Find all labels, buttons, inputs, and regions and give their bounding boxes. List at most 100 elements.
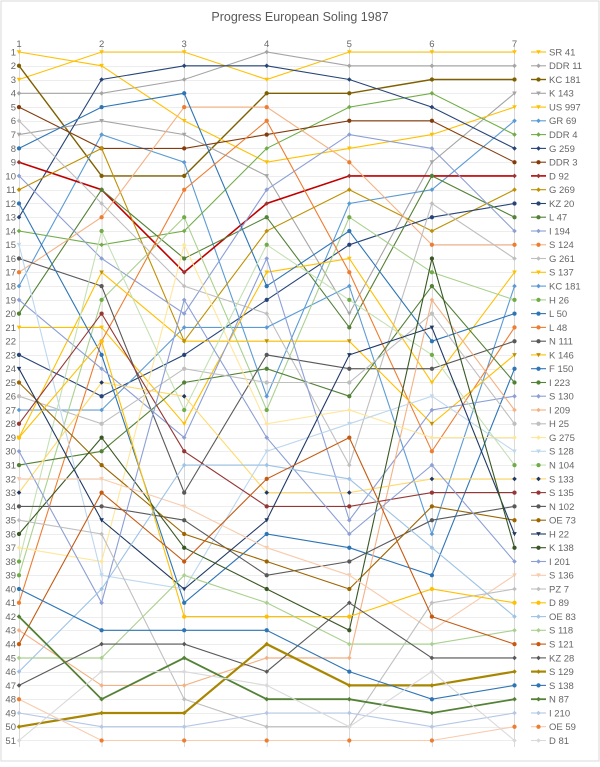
svg-text:41: 41 bbox=[5, 598, 16, 609]
svg-text:I 194: I 194 bbox=[549, 226, 570, 237]
svg-text:S 133: S 133 bbox=[549, 474, 574, 485]
svg-text:KZ 28: KZ 28 bbox=[549, 653, 574, 664]
svg-text:N 111: N 111 bbox=[549, 337, 573, 348]
svg-text:K 143: K 143 bbox=[549, 89, 574, 100]
svg-text:34: 34 bbox=[5, 502, 16, 513]
svg-text:36: 36 bbox=[5, 529, 16, 540]
svg-text:OE 73: OE 73 bbox=[549, 516, 576, 527]
svg-text:DDR 4: DDR 4 bbox=[549, 130, 578, 141]
svg-text:31: 31 bbox=[5, 461, 16, 472]
svg-text:39: 39 bbox=[5, 571, 16, 582]
svg-text:24: 24 bbox=[5, 364, 16, 375]
svg-text:14: 14 bbox=[5, 226, 16, 237]
svg-text:H 25: H 25 bbox=[549, 419, 569, 430]
svg-text:43: 43 bbox=[5, 626, 16, 637]
svg-text:D 92: D 92 bbox=[549, 171, 569, 182]
svg-text:G 275: G 275 bbox=[549, 433, 575, 444]
svg-text:26: 26 bbox=[5, 392, 16, 403]
svg-text:I 201: I 201 bbox=[549, 557, 570, 568]
svg-text:2: 2 bbox=[11, 61, 16, 72]
svg-text:Progress European Soling 1987: Progress European Soling 1987 bbox=[211, 10, 388, 24]
svg-text:6: 6 bbox=[11, 116, 16, 127]
svg-text:S 137: S 137 bbox=[549, 268, 574, 279]
svg-text:SR 41: SR 41 bbox=[549, 47, 575, 58]
svg-text:K 146: K 146 bbox=[549, 350, 574, 361]
svg-text:5: 5 bbox=[347, 39, 352, 50]
svg-text:G 259: G 259 bbox=[549, 144, 575, 155]
svg-text:D 89: D 89 bbox=[549, 598, 569, 609]
svg-text:37: 37 bbox=[5, 543, 16, 554]
svg-text:38: 38 bbox=[5, 557, 16, 568]
svg-text:1: 1 bbox=[16, 39, 21, 50]
svg-text:S 128: S 128 bbox=[549, 447, 574, 458]
svg-text:10: 10 bbox=[5, 171, 16, 182]
svg-text:F 150: F 150 bbox=[549, 364, 573, 375]
svg-text:8: 8 bbox=[11, 144, 16, 155]
svg-text:22: 22 bbox=[5, 337, 16, 348]
svg-text:35: 35 bbox=[5, 516, 16, 527]
svg-text:DDR 3: DDR 3 bbox=[549, 158, 578, 169]
svg-text:H 22: H 22 bbox=[549, 529, 569, 540]
svg-text:I 223: I 223 bbox=[549, 378, 570, 389]
svg-text:46: 46 bbox=[5, 667, 16, 678]
svg-text:1: 1 bbox=[11, 47, 16, 58]
svg-text:7: 7 bbox=[512, 39, 517, 50]
svg-text:S 130: S 130 bbox=[549, 392, 574, 403]
svg-text:GR 69: GR 69 bbox=[549, 116, 576, 127]
svg-text:D 81: D 81 bbox=[549, 736, 569, 747]
svg-text:L 50: L 50 bbox=[549, 309, 567, 320]
svg-text:N 102: N 102 bbox=[549, 502, 574, 513]
svg-text:45: 45 bbox=[5, 653, 16, 664]
svg-text:29: 29 bbox=[5, 433, 16, 444]
svg-text:N 87: N 87 bbox=[549, 695, 569, 706]
svg-text:OE 59: OE 59 bbox=[549, 722, 576, 733]
svg-text:3: 3 bbox=[182, 39, 187, 50]
svg-text:18: 18 bbox=[5, 282, 16, 293]
svg-text:S 124: S 124 bbox=[549, 240, 574, 251]
svg-text:9: 9 bbox=[11, 158, 16, 169]
svg-text:I 210: I 210 bbox=[549, 708, 570, 719]
svg-text:H 26: H 26 bbox=[549, 295, 569, 306]
svg-text:KC 181: KC 181 bbox=[549, 282, 581, 293]
svg-text:19: 19 bbox=[5, 295, 16, 306]
svg-text:50: 50 bbox=[5, 722, 16, 733]
svg-text:L 47: L 47 bbox=[549, 213, 567, 224]
svg-text:5: 5 bbox=[11, 103, 16, 114]
svg-text:47: 47 bbox=[5, 681, 16, 692]
svg-text:30: 30 bbox=[5, 447, 16, 458]
svg-text:17: 17 bbox=[5, 268, 16, 279]
svg-text:11: 11 bbox=[6, 185, 16, 196]
svg-text:G 269: G 269 bbox=[549, 185, 575, 196]
svg-text:KC 181: KC 181 bbox=[549, 75, 581, 86]
svg-text:16: 16 bbox=[5, 254, 16, 265]
svg-text:40: 40 bbox=[5, 584, 16, 595]
svg-text:K 138: K 138 bbox=[549, 543, 574, 554]
svg-text:KZ 20: KZ 20 bbox=[549, 199, 574, 210]
svg-text:4: 4 bbox=[264, 39, 269, 50]
svg-text:6: 6 bbox=[429, 39, 434, 50]
svg-text:G 261: G 261 bbox=[549, 254, 575, 265]
svg-text:7: 7 bbox=[11, 130, 16, 141]
svg-text:48: 48 bbox=[5, 695, 16, 706]
svg-text:S 118: S 118 bbox=[549, 626, 573, 637]
svg-text:PZ 7: PZ 7 bbox=[549, 584, 569, 595]
svg-text:15: 15 bbox=[5, 240, 16, 251]
svg-text:33: 33 bbox=[5, 488, 16, 499]
svg-text:44: 44 bbox=[5, 640, 16, 651]
svg-text:2: 2 bbox=[99, 39, 104, 50]
svg-text:51: 51 bbox=[5, 736, 16, 747]
svg-text:20: 20 bbox=[5, 309, 16, 320]
svg-text:23: 23 bbox=[5, 350, 16, 361]
svg-text:13: 13 bbox=[5, 213, 16, 224]
svg-text:S 135: S 135 bbox=[549, 488, 574, 499]
svg-text:28: 28 bbox=[5, 419, 16, 430]
svg-text:4: 4 bbox=[11, 89, 16, 100]
svg-text:S 129: S 129 bbox=[549, 667, 574, 678]
svg-text:N 104: N 104 bbox=[549, 461, 574, 472]
svg-text:12: 12 bbox=[5, 199, 16, 210]
svg-text:27: 27 bbox=[5, 405, 16, 416]
svg-text:3: 3 bbox=[11, 75, 16, 86]
svg-text:25: 25 bbox=[5, 378, 16, 389]
svg-text:32: 32 bbox=[5, 474, 16, 485]
svg-text:US 997: US 997 bbox=[549, 103, 581, 114]
